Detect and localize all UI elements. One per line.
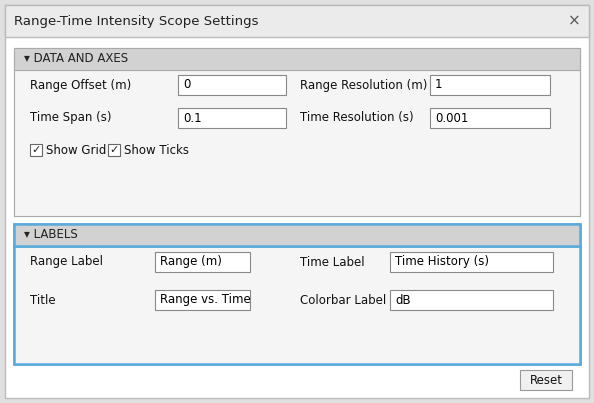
Bar bbox=[430, 108, 550, 128]
Text: Time Resolution (s): Time Resolution (s) bbox=[300, 112, 413, 125]
Text: Range Offset (m): Range Offset (m) bbox=[30, 79, 131, 91]
Text: Reset: Reset bbox=[529, 374, 563, 386]
Text: Time Label: Time Label bbox=[300, 256, 365, 268]
Bar bbox=[108, 144, 120, 156]
Bar bbox=[30, 144, 42, 156]
Text: ✓: ✓ bbox=[31, 145, 40, 155]
Text: ▾ LABELS: ▾ LABELS bbox=[24, 229, 78, 241]
Bar bbox=[14, 246, 580, 364]
Bar bbox=[430, 75, 550, 95]
Bar bbox=[14, 224, 580, 246]
Text: Range vs. Time: Range vs. Time bbox=[160, 293, 251, 307]
Text: Show Grid: Show Grid bbox=[46, 143, 106, 156]
Text: 0: 0 bbox=[183, 79, 190, 91]
Bar bbox=[155, 290, 250, 310]
Text: Time Span (s): Time Span (s) bbox=[30, 112, 112, 125]
Text: Range (m): Range (m) bbox=[160, 256, 222, 268]
Text: dB: dB bbox=[395, 293, 410, 307]
Bar bbox=[5, 5, 589, 37]
Text: 1: 1 bbox=[435, 79, 443, 91]
Text: ×: × bbox=[568, 13, 581, 29]
Bar bbox=[390, 252, 553, 272]
Text: Colorbar Label: Colorbar Label bbox=[300, 293, 386, 307]
Bar bbox=[178, 108, 286, 128]
Text: ▾ DATA AND AXES: ▾ DATA AND AXES bbox=[24, 52, 128, 66]
Text: 0.001: 0.001 bbox=[435, 112, 469, 125]
Bar bbox=[14, 48, 580, 216]
Text: Range Label: Range Label bbox=[30, 256, 103, 268]
Bar bbox=[390, 290, 553, 310]
Text: 0.1: 0.1 bbox=[183, 112, 201, 125]
Bar bbox=[14, 48, 580, 70]
Bar bbox=[178, 75, 286, 95]
Text: Range Resolution (m): Range Resolution (m) bbox=[300, 79, 427, 91]
Text: Time History (s): Time History (s) bbox=[395, 256, 489, 268]
Bar bbox=[14, 70, 580, 216]
Text: Title: Title bbox=[30, 293, 56, 307]
Bar bbox=[14, 224, 580, 364]
Text: Range-Time Intensity Scope Settings: Range-Time Intensity Scope Settings bbox=[14, 15, 258, 27]
Bar bbox=[520, 370, 572, 390]
Bar bbox=[155, 252, 250, 272]
Text: Show Ticks: Show Ticks bbox=[124, 143, 189, 156]
Text: ✓: ✓ bbox=[109, 145, 119, 155]
